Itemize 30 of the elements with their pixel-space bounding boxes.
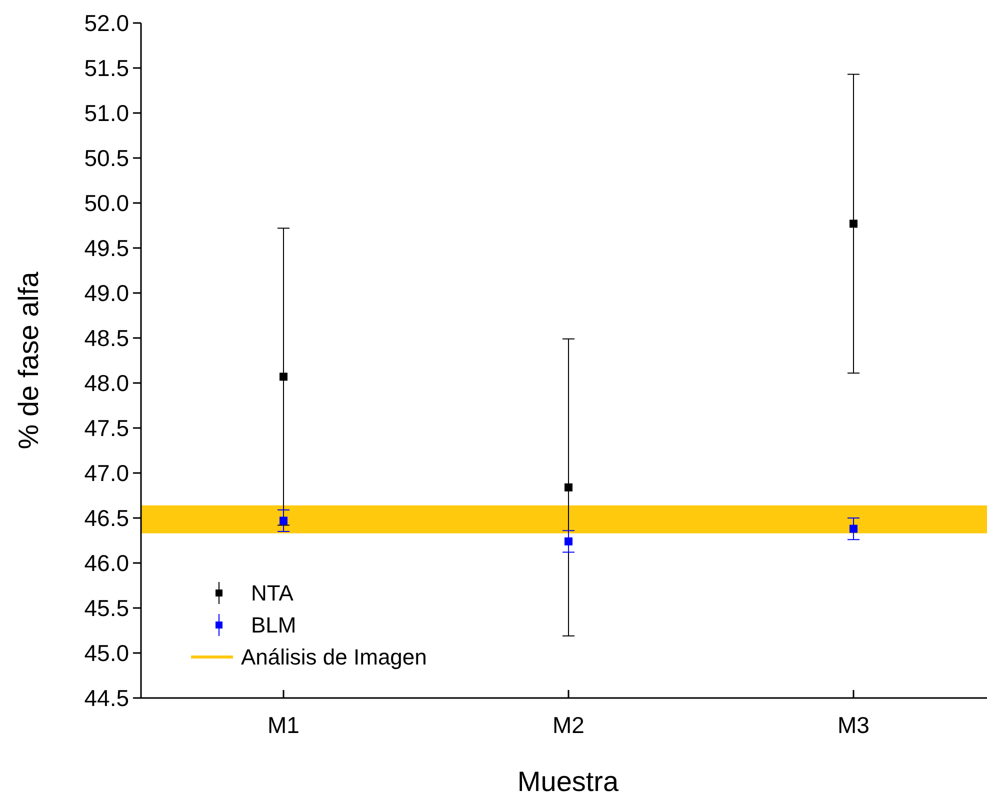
legend-label: NTA: [251, 580, 294, 606]
y-tick-label: 44.5: [84, 685, 129, 712]
y-tick-label: 52.0: [84, 10, 129, 36]
legend-label: Análisis de Imagen: [241, 644, 427, 670]
x-tick-label: M2: [552, 712, 584, 738]
x-tick-label: M1: [268, 712, 300, 738]
point: [564, 537, 572, 546]
y-tick-label: 47.5: [84, 415, 129, 442]
y-tick-label: 51.5: [84, 55, 129, 82]
x-axis-title: Muestra: [517, 766, 619, 797]
y-tick-label: 45.5: [84, 595, 129, 622]
y-tick-label: 49.5: [84, 235, 129, 262]
y-tick-label: 47.0: [84, 460, 129, 486]
y-tick-label: 49.0: [84, 280, 129, 306]
point: [280, 516, 288, 525]
legend-label: BLM: [251, 612, 296, 638]
y-tick-label: 50.0: [84, 190, 129, 216]
y-tick-label: 50.5: [84, 145, 129, 172]
y-tick-label: 46.0: [84, 550, 129, 576]
point: [850, 524, 858, 533]
y-axis-title: % de fase alfa: [13, 271, 44, 450]
y-tick-label: 46.5: [84, 505, 129, 532]
y-tick-label: 45.0: [84, 640, 129, 666]
y-tick-label: 51.0: [84, 100, 129, 126]
y-tick-label: 48.5: [84, 325, 129, 352]
y-tick-label: 48.0: [84, 370, 129, 396]
point: [564, 483, 572, 492]
point: [850, 220, 858, 228]
point: [280, 372, 288, 381]
x-tick-label: M3: [838, 712, 870, 738]
